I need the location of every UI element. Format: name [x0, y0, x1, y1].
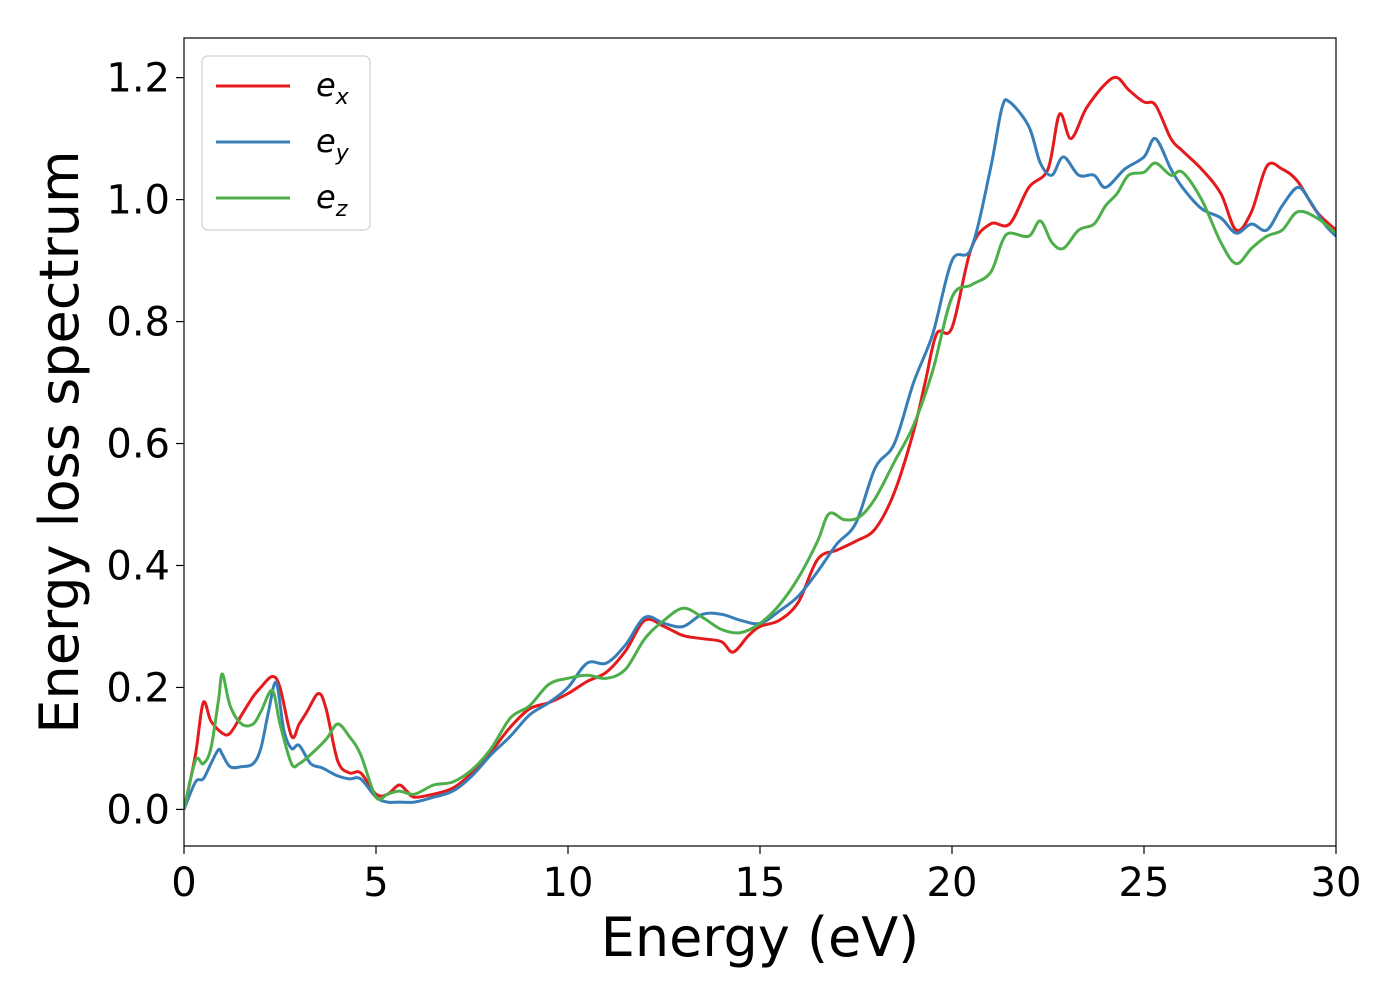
- x-tick-label: 25: [1119, 860, 1170, 906]
- y-tick-label: 0.6: [106, 422, 170, 468]
- x-tick-label: 30: [1311, 860, 1362, 906]
- legend-label-z: ez: [316, 178, 348, 222]
- x-tick-label: 0: [171, 860, 196, 906]
- x-tick-label: 15: [735, 860, 786, 906]
- y-axis-title: Energy loss spectrum: [28, 150, 91, 733]
- x-tick-label: 20: [927, 860, 978, 906]
- y-tick-label: 0.0: [106, 787, 170, 833]
- y-tick-label: 1.0: [106, 178, 170, 224]
- y-axis: 0.0 0.2 0.4 0.6 0.8 1.0 1.2: [106, 56, 184, 833]
- plot-area: [184, 75, 1336, 810]
- x-axis-title: Energy (eV): [601, 906, 920, 969]
- series-line-e-z: [184, 161, 1336, 810]
- y-tick-label: 1.2: [106, 56, 170, 102]
- y-tick-label: 0.8: [106, 300, 170, 346]
- y-tick-label: 0.2: [106, 665, 170, 711]
- x-tick-label: 5: [363, 860, 388, 906]
- y-tick-label: 0.4: [106, 543, 170, 589]
- series-line-e-y: [184, 98, 1336, 810]
- x-tick-label: 10: [543, 860, 594, 906]
- x-axis: 0 5 10 15 20 25 30: [171, 846, 1361, 906]
- series-line-e-x: [184, 75, 1336, 810]
